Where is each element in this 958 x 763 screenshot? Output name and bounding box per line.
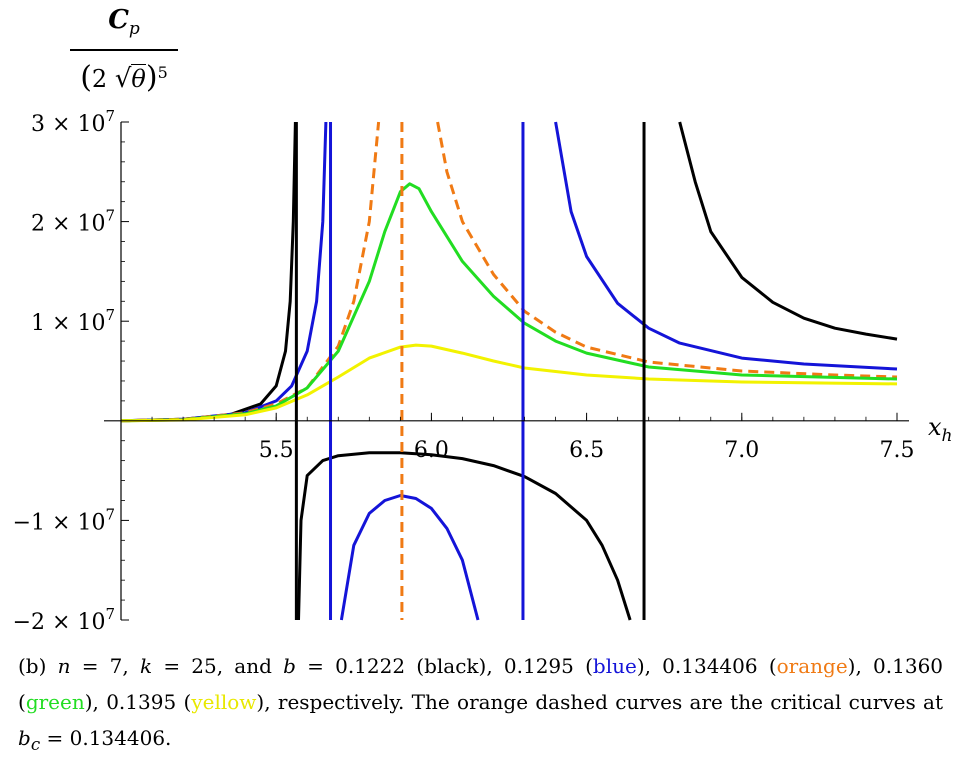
y-tick-label: −2 × 107 [13, 605, 115, 635]
caption-green-word: green [25, 690, 85, 714]
x-tick-label: 6.0 [414, 438, 449, 463]
y-tick-label: −1 × 107 [13, 505, 115, 535]
curves-layer [120, 121, 898, 621]
series-0-segment-1 [297, 451, 632, 621]
y-tick-label: 2 × 107 [31, 207, 115, 237]
x-tick-label: 5.5 [259, 438, 294, 463]
x-axis-label: xh [928, 413, 953, 446]
series-2-segment-1 [436, 121, 898, 379]
asymptotes-layer [294, 122, 646, 620]
y-tick-label: 3 × 107 [31, 107, 115, 137]
series-4-segment-0 [120, 343, 898, 423]
caption-yellow-word: yellow [191, 690, 257, 714]
y-tick-label: 1 × 107 [31, 306, 115, 336]
axes-layer [104, 122, 909, 620]
y-label-denominator: (2 √θ)5 [80, 60, 168, 96]
x-tick-label: 7.0 [724, 438, 759, 463]
series-0-segment-2 [678, 121, 898, 341]
series-0-segment-0 [120, 121, 297, 423]
x-tick-label: 7.5 [880, 438, 915, 463]
caption-orange-word: orange [776, 654, 848, 678]
chart-svg: 5.5 6.0 6.5 7.0 7.5 3 × 107 2 × 107 1 × 107 −1 ×… [13, 107, 953, 635]
x-tick-label: 6.5 [569, 438, 604, 463]
y-label-fraction-bar [70, 49, 178, 52]
y-label-numerator: Cp [108, 5, 140, 40]
series-1-segment-1 [339, 494, 480, 621]
figure-caption: (b) n = 7, k = 25, and b = 0.1222 (black… [18, 654, 944, 754]
series-1-segment-2 [554, 121, 898, 371]
caption-blue-word: blue [592, 654, 637, 678]
ticks-layer: 5.5 6.0 6.5 7.0 7.5 3 × 107 2 × 107 1 × 107 −1 ×… [13, 107, 915, 635]
series-3-segment-0 [120, 182, 898, 423]
y-axis-label: Cp (2 √θ)5 [70, 4, 178, 95]
